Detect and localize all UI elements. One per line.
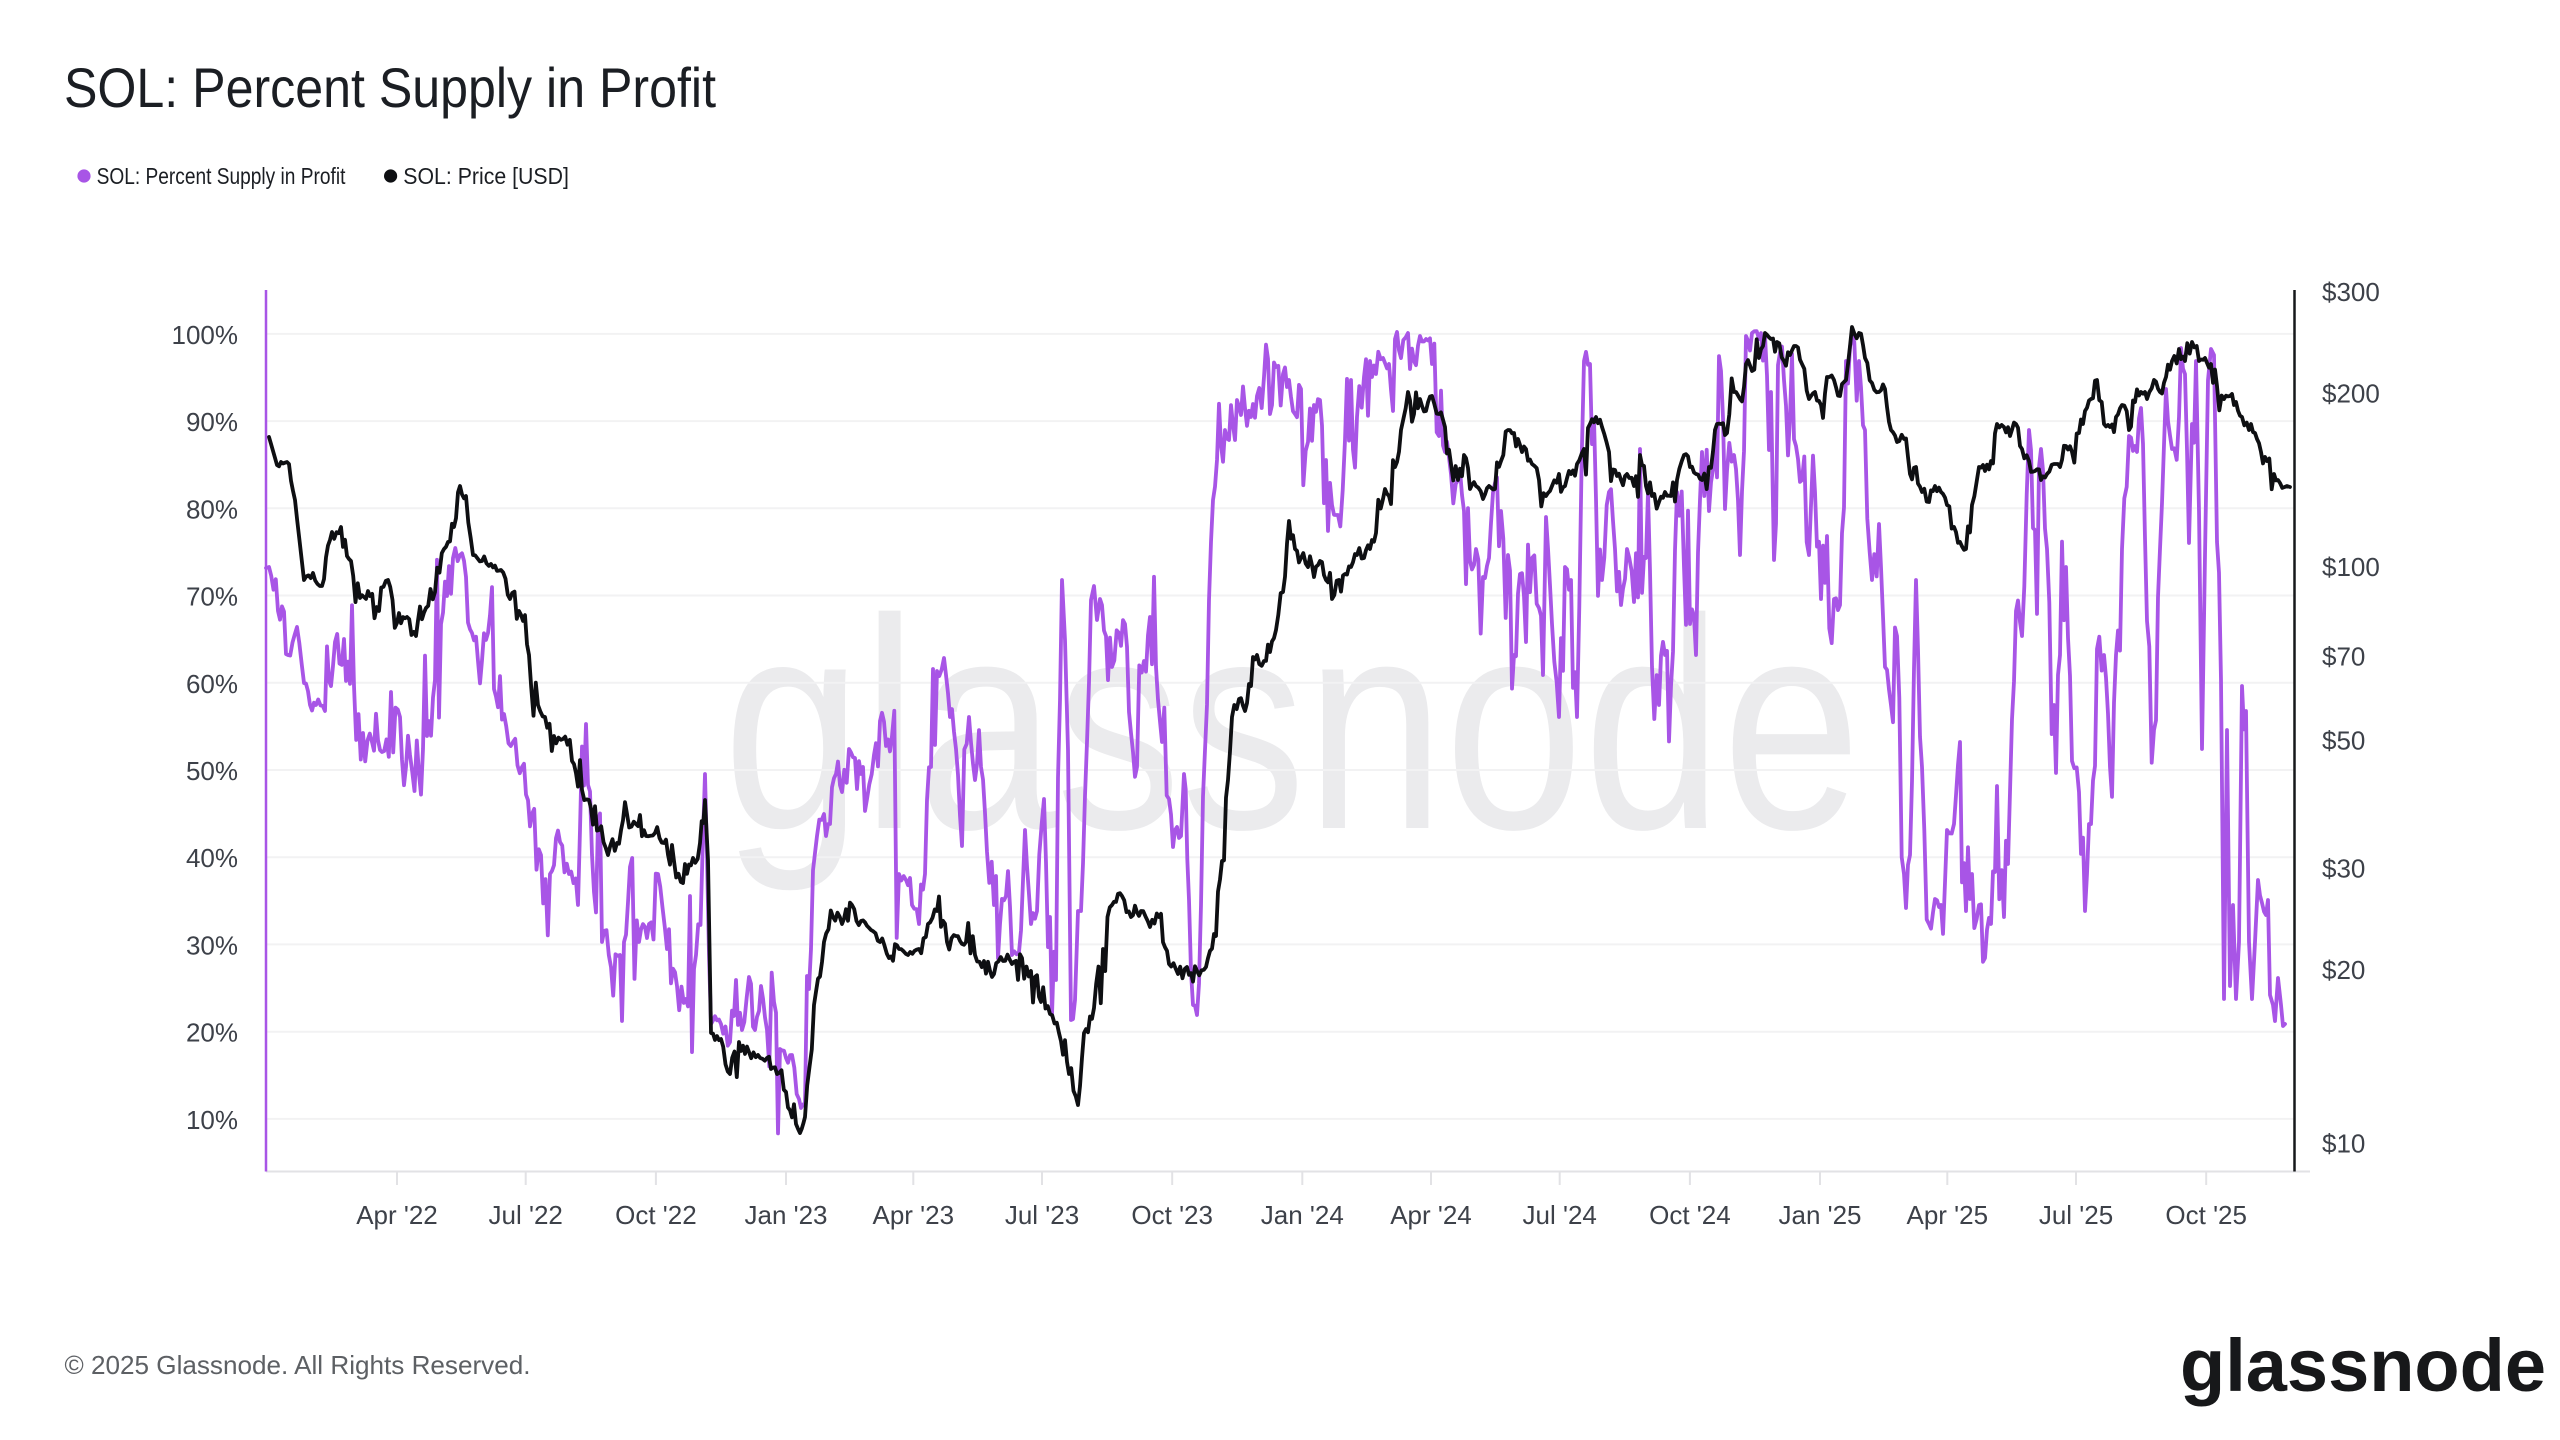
svg-text:Jul '24: Jul '24 — [1523, 1200, 1597, 1230]
svg-text:Jul '22: Jul '22 — [489, 1200, 563, 1230]
svg-text:SOL: Price [USD]: SOL: Price [USD] — [403, 163, 569, 189]
svg-text:50%: 50% — [186, 756, 238, 786]
svg-text:$10: $10 — [2322, 1129, 2365, 1159]
svg-text:Apr '23: Apr '23 — [873, 1200, 955, 1230]
svg-text:SOL: Percent Supply in Profit: SOL: Percent Supply in Profit — [64, 56, 716, 119]
svg-text:SOL: Percent Supply in Profit: SOL: Percent Supply in Profit — [97, 163, 346, 189]
svg-text:100%: 100% — [172, 320, 239, 350]
svg-text:30%: 30% — [186, 930, 238, 960]
svg-text:Jan '23: Jan '23 — [744, 1200, 827, 1230]
svg-text:40%: 40% — [186, 843, 238, 873]
svg-text:10%: 10% — [186, 1105, 238, 1135]
svg-text:$70: $70 — [2322, 642, 2365, 672]
svg-text:Oct '24: Oct '24 — [1649, 1200, 1731, 1230]
svg-text:© 2025 Glassnode. All Rights R: © 2025 Glassnode. All Rights Reserved. — [65, 1350, 531, 1380]
svg-text:$30: $30 — [2322, 854, 2365, 884]
svg-text:$20: $20 — [2322, 955, 2365, 985]
svg-text:Jan '25: Jan '25 — [1778, 1200, 1861, 1230]
svg-text:Oct '23: Oct '23 — [1131, 1200, 1213, 1230]
svg-text:Oct '22: Oct '22 — [615, 1200, 697, 1230]
svg-text:Apr '25: Apr '25 — [1907, 1200, 1989, 1230]
svg-text:80%: 80% — [186, 494, 238, 524]
svg-text:20%: 20% — [186, 1018, 238, 1048]
svg-text:$300: $300 — [2322, 277, 2380, 307]
svg-text:Jul '23: Jul '23 — [1005, 1200, 1079, 1230]
svg-text:70%: 70% — [186, 582, 238, 612]
svg-text:glassnode: glassnode — [2180, 1324, 2546, 1407]
svg-text:Apr '22: Apr '22 — [356, 1200, 438, 1230]
svg-text:60%: 60% — [186, 669, 238, 699]
svg-text:Oct '25: Oct '25 — [2165, 1200, 2247, 1230]
svg-text:Jul '25: Jul '25 — [2039, 1200, 2113, 1230]
svg-text:$100: $100 — [2322, 552, 2380, 582]
svg-text:90%: 90% — [186, 407, 238, 437]
svg-text:$200: $200 — [2322, 379, 2380, 409]
svg-text:Apr '24: Apr '24 — [1390, 1200, 1472, 1230]
svg-text:Jan '24: Jan '24 — [1261, 1200, 1344, 1230]
svg-text:$50: $50 — [2322, 726, 2365, 756]
